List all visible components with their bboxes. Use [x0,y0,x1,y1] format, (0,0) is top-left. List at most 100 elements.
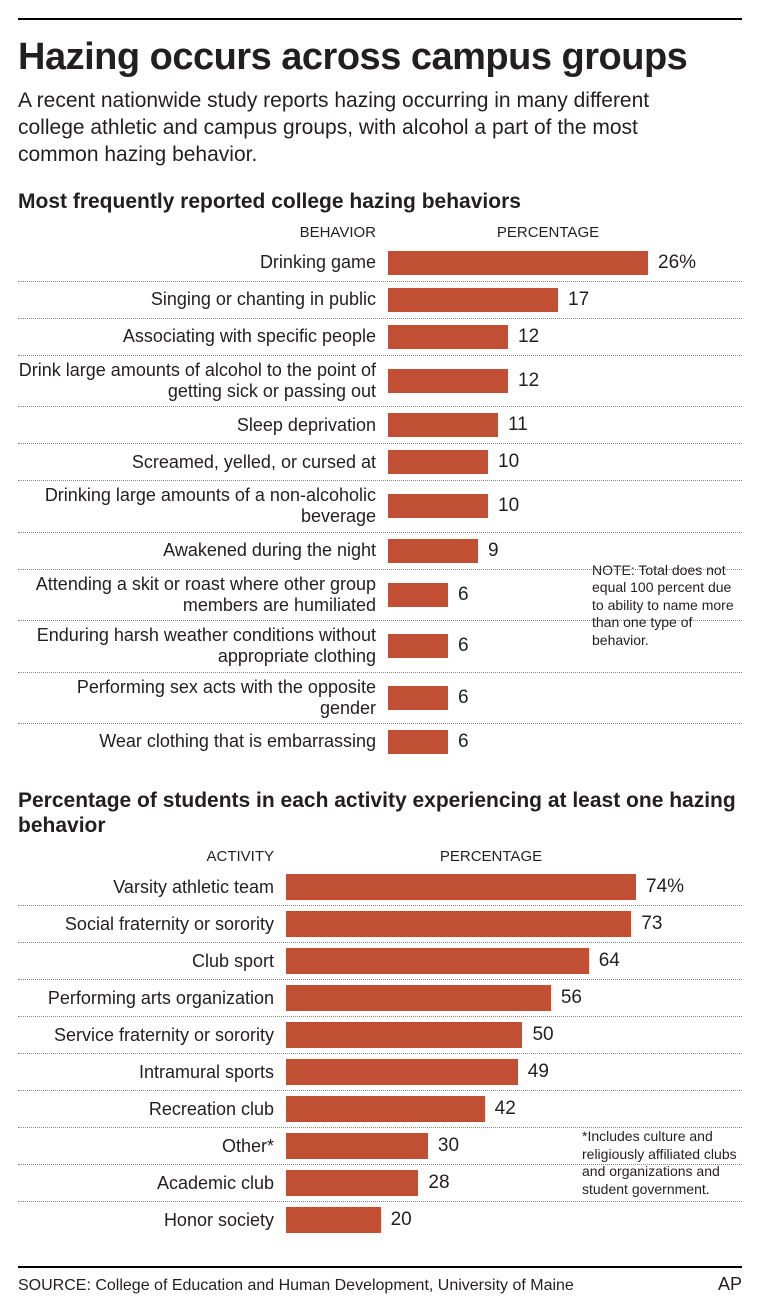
chart-row: Screamed, yelled, or cursed at10 [18,444,742,481]
bar-value: 50 [522,1024,553,1046]
bar-value: 64 [589,950,620,972]
row-label: Club sport [18,951,286,972]
chart-row: Wear clothing that is embarrassing6 [18,724,742,760]
chart-row: Service fraternity or sorority 50 [18,1017,742,1054]
row-label: Attending a skit or roast where other gr… [18,574,388,616]
chart2-footnote: *Includes culture and religiously affili… [582,1128,742,1198]
credit-text: AP [718,1274,742,1295]
row-label: Drinking game [18,252,388,273]
bar [286,948,589,974]
bar-cell: 10 [388,492,708,520]
bar [388,251,648,275]
bar-cell: 74% [286,873,696,901]
row-label: Honor society [18,1210,286,1231]
bar [388,730,448,754]
chart2: ACTIVITY PERCENTAGE Varsity athletic tea… [18,848,742,1238]
row-label: Other* [18,1136,286,1157]
chart1-headers: BEHAVIOR PERCENTAGE [18,224,742,241]
bar [388,583,448,607]
bar-value: 6 [448,584,469,606]
bar-cell: 20 [286,1206,696,1234]
chart1-rows: Drinking game 26% Singing or chanting in p… [18,245,742,760]
chart2-value-header: PERCENTAGE [286,848,696,865]
bar-value: 56 [551,987,582,1009]
chart1-title: Most frequently reported college hazing … [18,189,742,214]
top-rule [18,18,742,20]
bar [286,1059,518,1085]
bar-value: 10 [488,495,519,517]
row-label: Social fraternity or sorority [18,914,286,935]
row-label: Varsity athletic team [18,877,286,898]
bar-cell: 6 [388,684,708,712]
bar [388,450,488,474]
chart-row: Club sport 64 [18,943,742,980]
chart1: BEHAVIOR PERCENTAGE Drinking game 26% Sing… [18,224,742,760]
bar [388,494,488,518]
page-subtitle: A recent nationwide study reports hazing… [18,88,718,169]
bar-value: 42 [485,1098,516,1120]
bar [286,1207,381,1233]
bar-cell: 10 [388,448,708,476]
row-label: Intramural sports [18,1062,286,1083]
bar-cell: 56 [286,984,696,1012]
bar-value: 49 [518,1061,549,1083]
bar-value: 74% [636,876,684,898]
chart-row: Drinking large amounts of a non-alcoholi… [18,481,742,532]
bar-value: 73 [631,913,662,935]
chart-row: Honor society 20 [18,1202,742,1238]
bar [388,413,498,437]
chart-row: Associating with specific people12 [18,319,742,356]
bar-cell: 12 [388,323,708,351]
bar [286,874,636,900]
bar [286,1096,485,1122]
row-label: Performing arts organization [18,988,286,1009]
bar-value: 20 [381,1209,412,1231]
chart-row: Singing or chanting in public17 [18,282,742,319]
bar-value: 6 [448,635,469,657]
chart-row: Varsity athletic team 74% [18,869,742,906]
bar-value: 9 [478,540,499,562]
bar-cell: 42 [286,1095,696,1123]
bar-value: 11 [498,414,528,436]
bar [388,288,558,312]
chart1-value-header: PERCENTAGE [388,224,708,241]
source-text: SOURCE: College of Education and Human D… [18,1277,574,1295]
bar-value: 26% [648,252,696,274]
bar [286,1022,522,1048]
row-label: Sleep deprivation [18,415,388,436]
chart2-headers: ACTIVITY PERCENTAGE [18,848,742,865]
chart1-note: NOTE: Total does not equal 100 percent d… [592,562,742,650]
bar-cell: 12 [388,367,708,395]
row-label: Singing or chanting in public [18,289,388,310]
bar-value: 12 [508,326,539,348]
bar-cell: 50 [286,1021,696,1049]
chart-row: Drink large amounts of alcohol to the po… [18,356,742,407]
bar-value: 12 [508,370,539,392]
bar-cell: 49 [286,1058,696,1086]
bar [388,686,448,710]
source-row: SOURCE: College of Education and Human D… [18,1274,742,1295]
row-label: Drink large amounts of alcohol to the po… [18,360,388,402]
chart2-title: Percentage of students in each activity … [18,788,742,838]
bar [286,1170,418,1196]
bar [286,911,631,937]
row-label: Drinking large amounts of a non-alcoholi… [18,485,388,527]
row-label: Service fraternity or sorority [18,1025,286,1046]
row-label: Academic club [18,1173,286,1194]
chart2-label-header: ACTIVITY [18,848,286,865]
bar-value: 28 [418,1172,449,1194]
row-label: Awakened during the night [18,540,388,561]
chart-row: Drinking game 26% [18,245,742,282]
bar-value: 6 [448,731,469,753]
chart-row: Intramural sports 49 [18,1054,742,1091]
bar [388,634,448,658]
infographic-container: Hazing occurs across campus groups A rec… [0,0,760,1303]
bar-cell: 17 [388,286,708,314]
row-label: Performing sex acts with the opposite ge… [18,677,388,719]
bar-cell: 9 [388,537,708,565]
chart1-label-header: BEHAVIOR [18,224,388,241]
bar [286,985,551,1011]
bottom-rule [18,1266,742,1268]
row-label: Enduring harsh weather conditions withou… [18,625,388,667]
bar-cell: 73 [286,910,696,938]
